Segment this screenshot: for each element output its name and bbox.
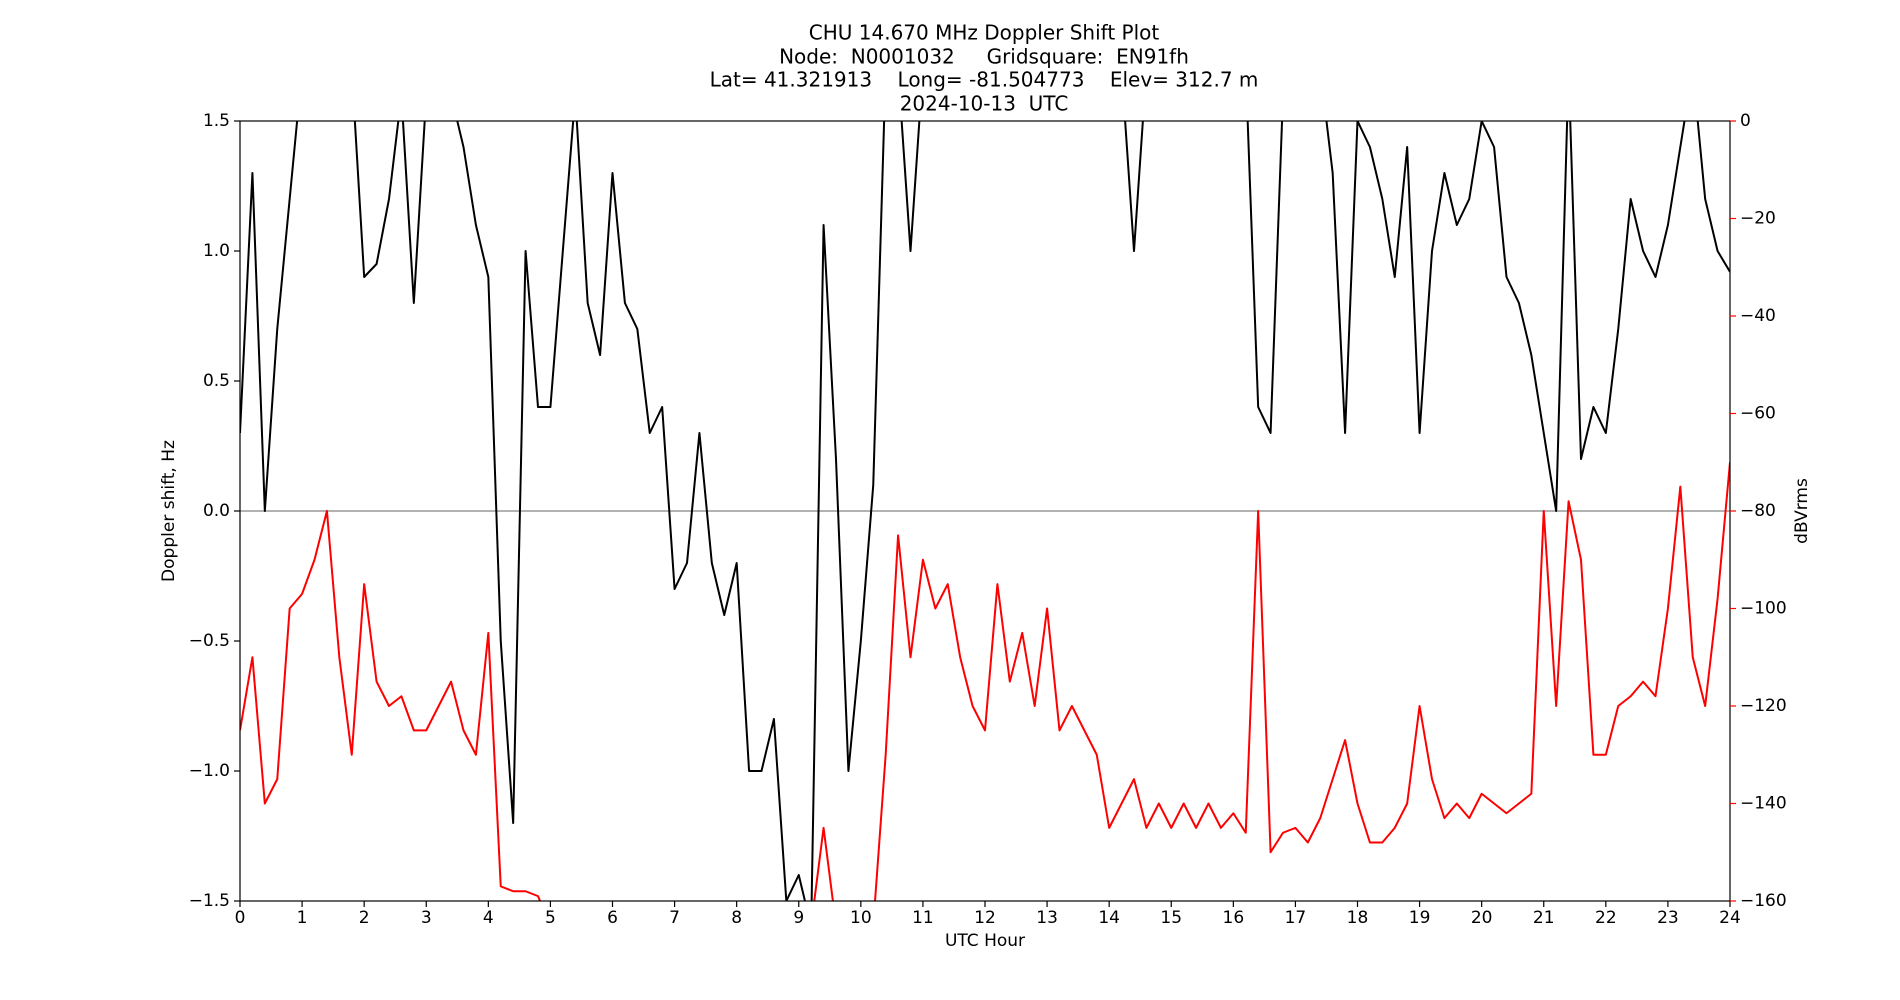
x-tick-label: 13 [1036,908,1058,928]
y2-tick-label: −100 [1740,599,1787,619]
x-tick-label: 10 [850,908,872,928]
x-tick-label: 2 [359,908,370,928]
y-tick-label: −1.5 [189,891,230,911]
y2-tick-label: −40 [1740,306,1776,326]
y2-tick-label: −140 [1740,794,1787,814]
x-tick-label: 1 [297,908,308,928]
x-tick-label: 8 [731,908,742,928]
y2-tick-label: −80 [1740,501,1776,521]
x-tick-label: 5 [545,908,556,928]
y2-tick-label: −120 [1740,696,1787,716]
x-tick-label: 20 [1471,908,1493,928]
x-tick-label: 15 [1160,908,1182,928]
y2-tick-label: −160 [1740,891,1787,911]
x-tick-label: 21 [1533,908,1555,928]
x-tick-label: 4 [483,908,494,928]
y2-tick-label: −20 [1740,209,1776,229]
y-tick-label: 0.0 [203,501,230,521]
chart-subtitle: Node: N0001032 Gridsquare: EN91fh [779,45,1189,69]
x-tick-label: 19 [1409,908,1431,928]
x-tick-label: 9 [793,908,804,928]
data-line [240,121,1730,901]
x-tick-label: 23 [1657,908,1679,928]
x-tick-label: 0 [235,908,246,928]
x-tick-label: 7 [669,908,680,928]
x-tick-label: 18 [1347,908,1369,928]
x-tick-label: 12 [974,908,996,928]
y2-axis-label: dBVrms [1792,478,1812,544]
y-tick-label: −1.0 [189,761,230,781]
chart-subtitle: 2024-10-13 UTC [900,92,1069,116]
y-tick-label: 1.5 [203,111,230,131]
data-line [240,462,1730,901]
y2-tick-label: 0 [1740,111,1751,131]
y-axis-label: Doppler shift, Hz [159,440,179,582]
x-tick-label: 14 [1098,908,1120,928]
y2-tick-label: −60 [1740,404,1776,424]
y-tick-label: 0.5 [203,371,230,391]
y-tick-label: 1.0 [203,241,230,261]
x-tick-label: 22 [1595,908,1617,928]
x-tick-label: 11 [912,908,934,928]
x-tick-label: 17 [1285,908,1307,928]
x-tick-label: 3 [421,908,432,928]
x-tick-label: 16 [1223,908,1245,928]
chart-subtitle: Lat= 41.321913 Long= -81.504773 Elev= 31… [710,68,1259,92]
x-axis-label: UTC Hour [945,931,1025,951]
y-tick-label: −0.5 [189,631,230,651]
x-tick-label: 6 [607,908,618,928]
x-tick-label: 24 [1719,908,1741,928]
chart-title: CHU 14.670 MHz Doppler Shift Plot [809,21,1160,45]
plot-area [240,121,1730,901]
